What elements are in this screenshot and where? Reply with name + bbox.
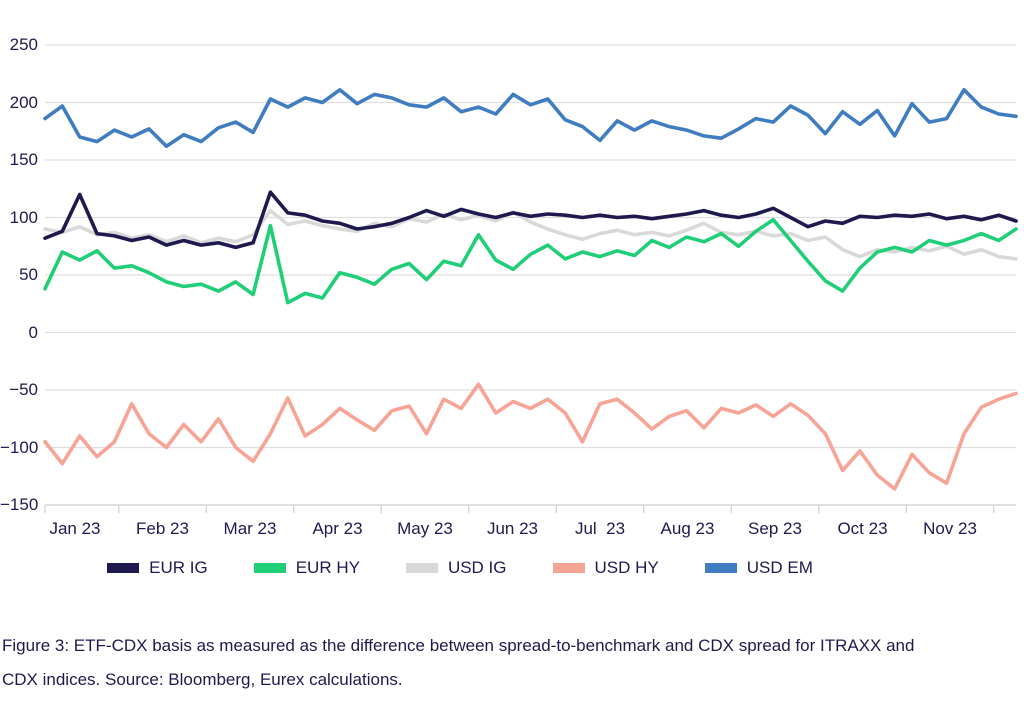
legend-label: USD EM: [746, 558, 813, 577]
y-axis-label: 150: [9, 150, 38, 169]
legend-swatch-usd-em: [704, 563, 737, 573]
legend-item-eur-ig: EUR IG: [107, 558, 208, 578]
x-axis-label: Feb 23: [136, 519, 189, 538]
y-axis-label: −100: [0, 437, 39, 457]
legend-label: EUR IG: [149, 558, 208, 577]
y-axis-label: 250: [9, 35, 38, 54]
y-axis-label: 100: [9, 207, 38, 227]
legend-swatch-eur-ig: [107, 563, 140, 573]
y-axis-label: −150: [0, 495, 39, 514]
x-axis-label: Nov 23: [923, 519, 977, 538]
x-axis-label: Jun 23: [486, 519, 539, 538]
figure-caption: Figure 3: ETF-CDX basis as measured as t…: [2, 636, 915, 689]
legend-item-eur-hy: EUR HY: [253, 558, 360, 578]
series-line-eur-hy: [43, 218, 1018, 305]
y-axis-label: −50: [9, 380, 38, 399]
legend-swatch-usd-hy: [552, 563, 585, 573]
plot-area: [43, 44, 1018, 513]
x-axis-label: Jan 23: [49, 519, 101, 538]
x-axis-label: May 23: [397, 519, 453, 538]
x-axis-label: Jul 23: [574, 519, 626, 538]
series-line-eur-ig: [43, 190, 1018, 250]
x-axis-label: Aug 23: [660, 519, 715, 538]
series-line-usd-em: [43, 88, 1018, 148]
y-axis-label: 0: [28, 322, 38, 342]
legend-swatch-usd-ig: [405, 563, 438, 573]
series-line-usd-hy: [43, 382, 1018, 491]
x-axis-label: Apr 23: [312, 519, 363, 538]
legend-label: USD IG: [447, 558, 507, 577]
y-axis-label: 200: [9, 92, 38, 112]
legend-item-usd-hy: USD HY: [552, 558, 659, 578]
legend-label: EUR HY: [295, 558, 360, 577]
chart-legend: EUR IG EUR HY USD IG USD HY USD EM: [0, 558, 1024, 578]
x-axis-label: Mar 23: [223, 519, 277, 538]
legend-item-usd-em: USD EM: [704, 558, 813, 578]
legend-label: USD HY: [594, 558, 659, 577]
series-line-usd-ig: [43, 208, 1018, 261]
legend-item-usd-ig: USD IG: [405, 558, 507, 578]
legend-swatch-eur-hy: [253, 563, 286, 573]
x-axis-label: Sep 23: [748, 519, 802, 538]
y-axis-label: 50: [19, 265, 38, 284]
x-axis-label: Oct 23: [837, 519, 888, 538]
